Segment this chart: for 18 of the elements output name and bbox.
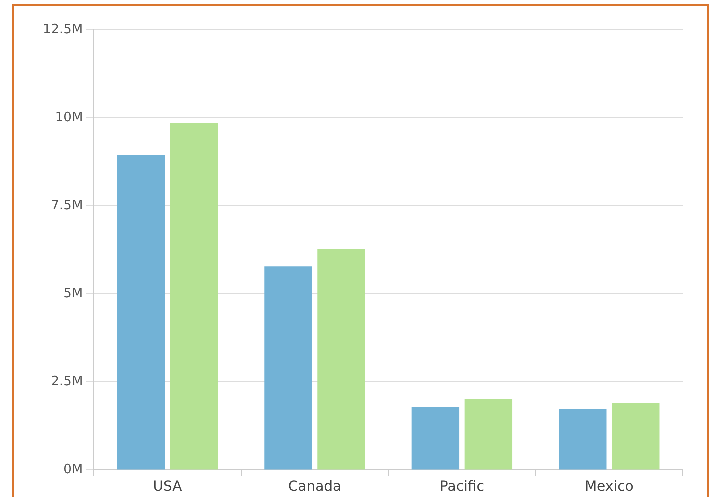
y-tick-label: 2.5M [51,374,84,390]
bar [170,122,218,470]
bar [318,249,366,470]
y-tick-label: 5M [64,286,84,302]
bar [264,266,312,470]
x-tick-label: Pacific [440,479,484,496]
bar [559,409,607,470]
y-tick-label: 0M [64,462,84,478]
y-tick-label: 7.5M [51,198,84,214]
x-tick-label: USA [153,479,183,496]
bar [412,407,460,470]
x-tick-label: Mexico [584,479,634,496]
x-tick-label: Canada [288,479,342,496]
bar [117,155,166,470]
y-tick-label: 12.5M [42,22,84,38]
y-tick-label: 10M [55,110,84,126]
bar [464,399,513,470]
bar [612,402,660,470]
